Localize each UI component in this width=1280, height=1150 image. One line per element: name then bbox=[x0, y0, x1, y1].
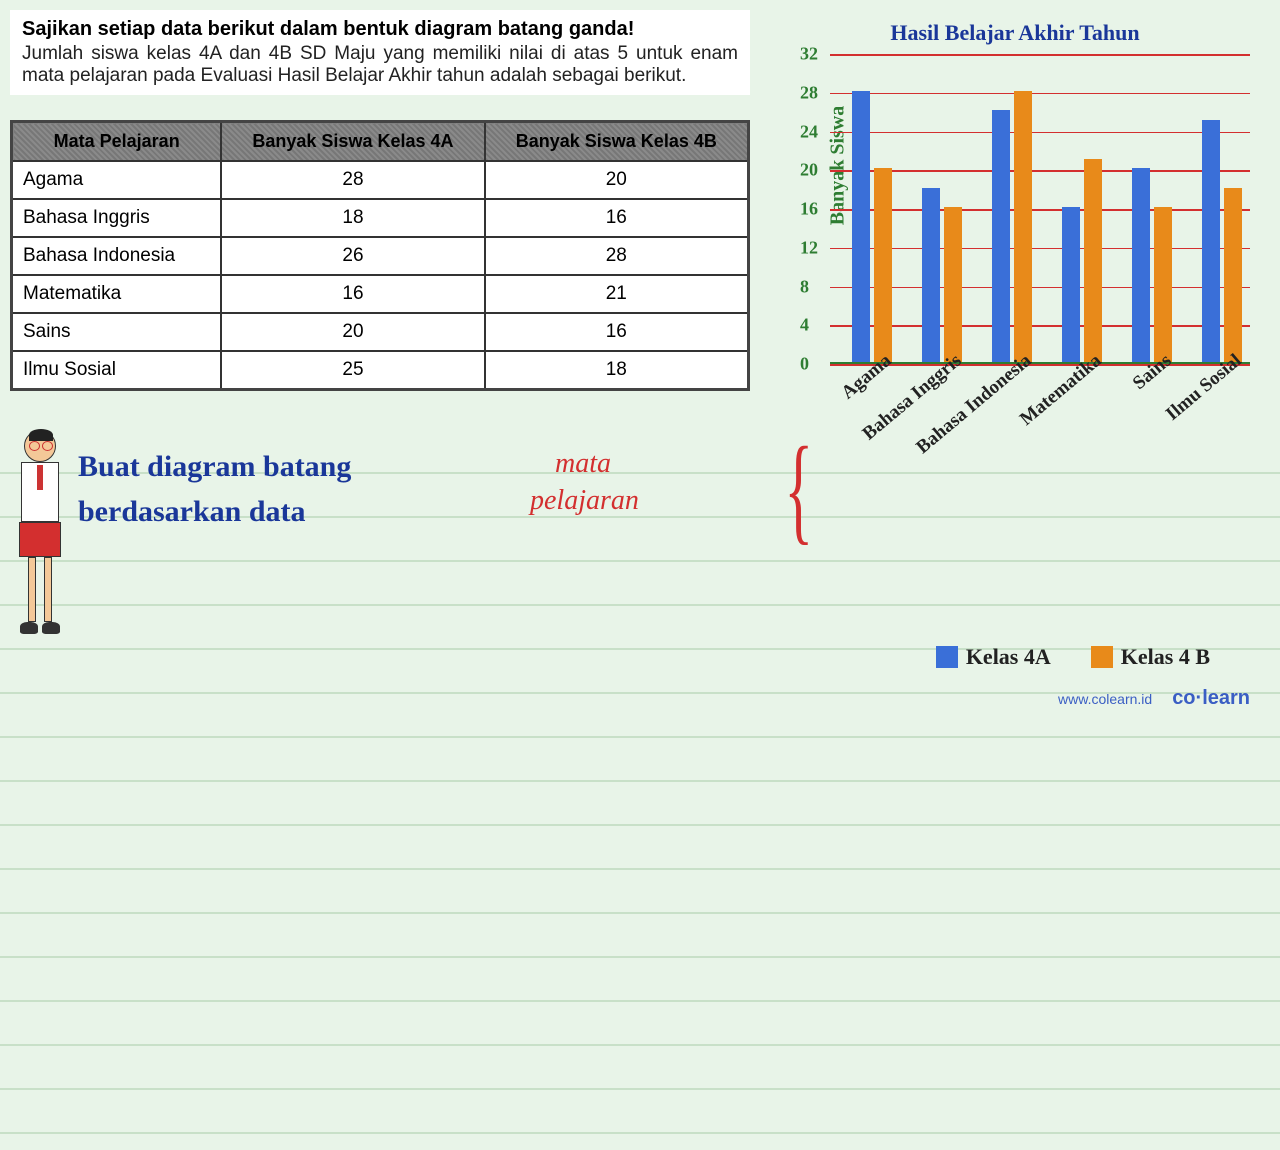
bar bbox=[1084, 159, 1102, 362]
table-header-row: Mata Pelajaran Banyak Siswa Kelas 4A Ban… bbox=[12, 122, 749, 162]
y-tick-label: 32 bbox=[800, 44, 818, 65]
bar bbox=[944, 207, 962, 362]
chart-title: Hasil Belajar Akhir Tahun bbox=[770, 20, 1260, 46]
bar bbox=[852, 91, 870, 362]
annotation-red-line2: pelajaran bbox=[530, 485, 639, 517]
gridline bbox=[830, 93, 1250, 95]
table-cell: 28 bbox=[485, 237, 749, 275]
x-axis-label: Agama bbox=[838, 350, 897, 404]
problem-description: Jumlah siswa kelas 4A dan 4B SD Maju yan… bbox=[22, 43, 738, 87]
gridline bbox=[830, 209, 1250, 211]
table-cell: 16 bbox=[221, 275, 484, 313]
annotation-red-line1: mata bbox=[555, 448, 611, 480]
legend-label: Kelas 4 B bbox=[1121, 644, 1210, 670]
table-cell: 21 bbox=[485, 275, 749, 313]
table-cell: 20 bbox=[485, 161, 749, 199]
gridline bbox=[830, 325, 1250, 327]
table-cell: 20 bbox=[221, 313, 484, 351]
table-cell: Bahasa Inggris bbox=[12, 199, 222, 237]
data-table: Mata Pelajaran Banyak Siswa Kelas 4A Ban… bbox=[10, 120, 750, 391]
footer-url: www.colearn.id bbox=[1058, 691, 1152, 707]
bar bbox=[992, 110, 1010, 362]
table-header: Mata Pelajaran bbox=[12, 122, 222, 162]
bar bbox=[874, 168, 892, 362]
y-tick-label: 4 bbox=[800, 315, 809, 336]
table-row: Agama2820 bbox=[12, 161, 749, 199]
gridline bbox=[830, 287, 1250, 289]
footer-logo: co·learn bbox=[1172, 687, 1250, 710]
table-cell: Sains bbox=[12, 313, 222, 351]
y-axis-label: Banyak Siswa bbox=[826, 106, 849, 226]
gridline bbox=[830, 170, 1250, 172]
table-cell: Ilmu Sosial bbox=[12, 351, 222, 390]
y-tick-label: 28 bbox=[800, 82, 818, 103]
table-cell: Agama bbox=[12, 161, 222, 199]
table-row: Sains2016 bbox=[12, 313, 749, 351]
gridline bbox=[830, 248, 1250, 250]
legend-item: Kelas 4 B bbox=[1091, 644, 1210, 670]
instruction-text-line2: berdasarkan data bbox=[78, 495, 306, 529]
bar-chart: Hasil Belajar Akhir Tahun Banyak Siswa 0… bbox=[770, 20, 1260, 480]
bar bbox=[922, 188, 940, 362]
table-cell: 25 bbox=[221, 351, 484, 390]
bar bbox=[1062, 207, 1080, 362]
y-tick-label: 8 bbox=[800, 276, 809, 297]
legend-swatch bbox=[1091, 646, 1113, 668]
legend-swatch bbox=[936, 646, 958, 668]
y-tick-label: 20 bbox=[800, 160, 818, 181]
instruction-text-line1: Buat diagram batang bbox=[78, 450, 351, 484]
footer: www.colearn.id co·learn bbox=[1058, 687, 1250, 710]
table-header: Banyak Siswa Kelas 4A bbox=[221, 122, 484, 162]
x-axis-label: Ilmu Sosial bbox=[1162, 350, 1246, 426]
table-cell: 16 bbox=[485, 199, 749, 237]
table-cell: 18 bbox=[485, 351, 749, 390]
lined-background bbox=[0, 430, 1280, 1150]
gridline bbox=[830, 132, 1250, 134]
y-tick-label: 0 bbox=[800, 354, 809, 375]
legend-label: Kelas 4A bbox=[966, 644, 1051, 670]
table-cell: 18 bbox=[221, 199, 484, 237]
y-tick-label: 24 bbox=[800, 121, 818, 142]
table-row: Ilmu Sosial2518 bbox=[12, 351, 749, 390]
problem-statement: Sajikan setiap data berikut dalam bentuk… bbox=[10, 10, 750, 95]
x-axis-labels: AgamaBahasa InggrisBahasa IndonesiaMatem… bbox=[830, 340, 1250, 500]
problem-title: Sajikan setiap data berikut dalam bentuk… bbox=[22, 18, 738, 41]
table-row: Bahasa Inggris1816 bbox=[12, 199, 749, 237]
gridline bbox=[830, 54, 1250, 56]
bar bbox=[1154, 207, 1172, 362]
table-cell: Bahasa Indonesia bbox=[12, 237, 222, 275]
table-cell: 28 bbox=[221, 161, 484, 199]
y-tick-label: 12 bbox=[800, 237, 818, 258]
bar bbox=[1224, 188, 1242, 362]
student-character-illustration bbox=[10, 430, 70, 650]
chart-plot-area: Banyak Siswa 048121620242832 bbox=[830, 54, 1250, 364]
table-cell: 26 bbox=[221, 237, 484, 275]
table-cell: 16 bbox=[485, 313, 749, 351]
table-header: Banyak Siswa Kelas 4B bbox=[485, 122, 749, 162]
bar bbox=[1132, 168, 1150, 362]
bar bbox=[1014, 91, 1032, 362]
table-row: Matematika1621 bbox=[12, 275, 749, 313]
legend-item: Kelas 4A bbox=[936, 644, 1051, 670]
table-cell: Matematika bbox=[12, 275, 222, 313]
x-axis-label: Sains bbox=[1129, 350, 1176, 395]
table-row: Bahasa Indonesia2628 bbox=[12, 237, 749, 275]
chart-legend: Kelas 4A Kelas 4 B bbox=[936, 644, 1210, 670]
bar bbox=[1202, 120, 1220, 362]
y-tick-label: 16 bbox=[800, 199, 818, 220]
